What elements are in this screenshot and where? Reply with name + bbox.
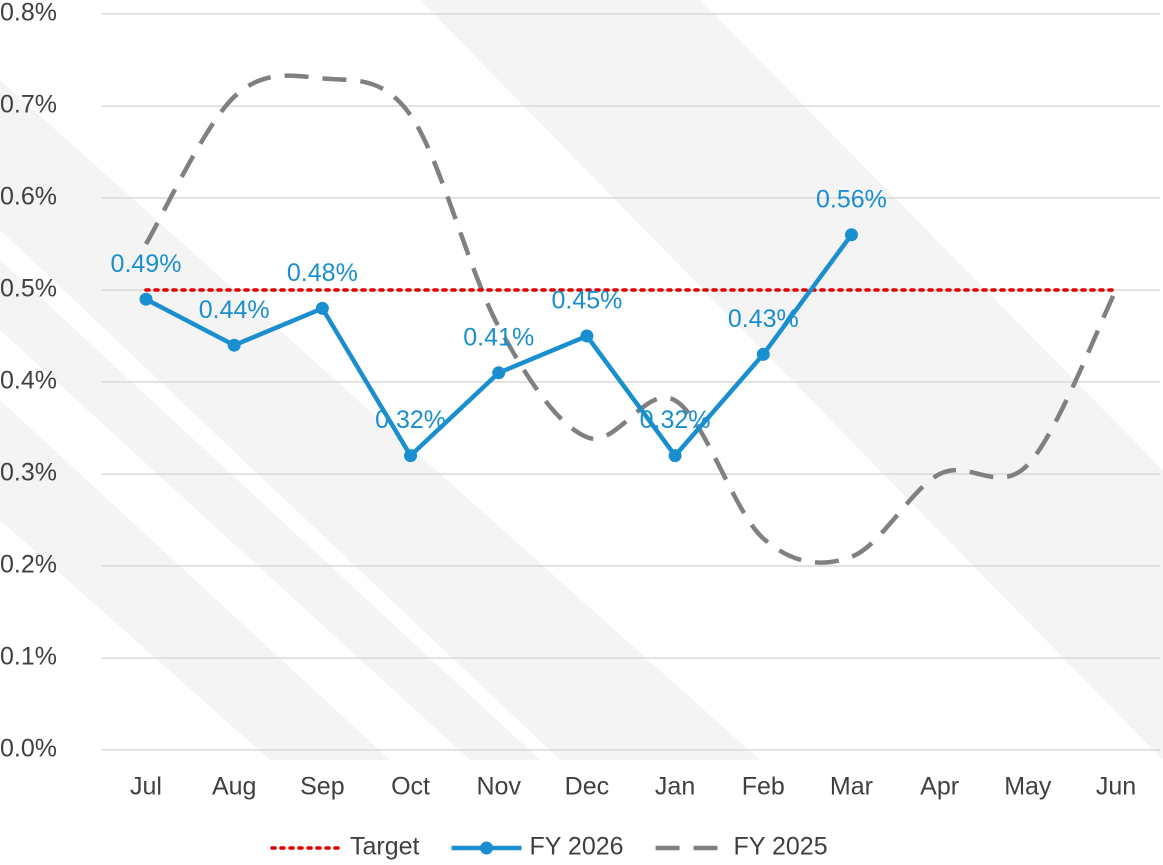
marker [492,366,506,380]
data-label: 0.41% [463,323,534,351]
data-label: 0.32% [375,406,446,434]
marker [580,329,594,343]
data-label: 0.44% [199,296,270,324]
x-tick-label: May [1004,773,1052,801]
data-label: 0.56% [816,185,887,213]
x-tick-label: Jan [655,773,695,801]
y-tick-label: 0.0% [0,735,57,763]
y-tick-label: 0.5% [0,275,57,303]
x-tick-label: Nov [476,773,521,801]
data-label: 0.32% [640,406,711,434]
x-tick-label: Mar [830,773,873,801]
legend-label: FY 2025 [734,833,828,861]
y-tick-label: 0.2% [0,551,57,579]
legend-marker [479,841,493,855]
x-tick-label: Apr [920,773,959,801]
marker [139,292,153,306]
x-tick-label: Jul [130,773,162,801]
marker [668,449,682,463]
x-tick-label: Oct [391,773,430,801]
marker [315,301,329,315]
y-tick-label: 0.8% [0,0,57,27]
x-tick-label: Sep [300,773,344,801]
x-tick-label: Aug [212,773,256,801]
data-label: 0.45% [551,287,622,315]
x-tick-label: Dec [565,773,609,801]
x-tick-label: Feb [742,773,785,801]
marker [844,228,858,242]
data-label: 0.43% [728,305,799,333]
marker [227,338,241,352]
y-tick-label: 0.4% [0,367,57,395]
y-tick-label: 0.7% [0,91,57,119]
data-label: 0.48% [287,259,358,287]
y-tick-label: 0.1% [0,643,57,671]
y-tick-label: 0.6% [0,183,57,211]
legend-label: Target [350,833,420,861]
marker [404,449,418,463]
data-label: 0.49% [111,250,182,278]
y-tick-label: 0.3% [0,459,57,487]
marker [756,347,770,361]
background-stripes [0,0,1163,760]
legend-label: FY 2026 [529,833,623,861]
x-tick-label: Jun [1096,773,1136,801]
